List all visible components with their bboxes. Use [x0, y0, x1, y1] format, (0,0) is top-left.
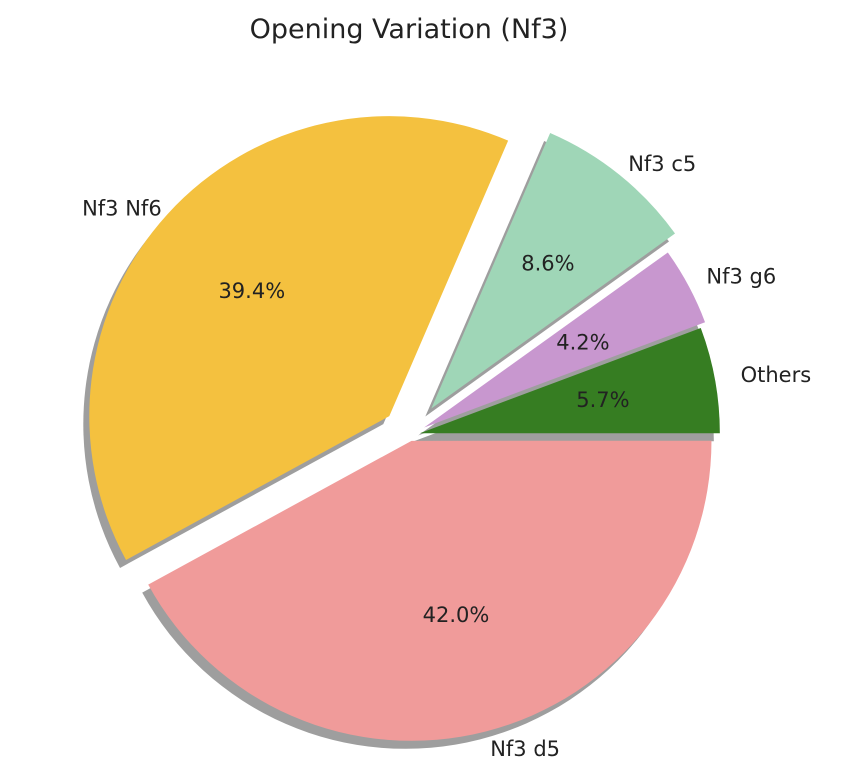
pie-slices [89, 116, 720, 741]
slice-others [419, 327, 720, 434]
slice-label-nf3-g6: Nf3 g6 [706, 265, 776, 289]
slice-nf3-d5 [148, 440, 712, 741]
slice-label-others: Others [741, 363, 812, 387]
slice-pct-nf3-nf6: 39.4% [218, 279, 285, 303]
slice-label-nf3-d5: Nf3 d5 [490, 737, 560, 761]
slice-label-nf3-c5: Nf3 c5 [628, 152, 696, 176]
slice-pct-others: 5.7% [576, 388, 629, 412]
slice-nf3-c5 [431, 133, 676, 409]
slice-pct-nf3-g6: 4.2% [556, 331, 609, 355]
slice-pct-nf3-c5: 8.6% [521, 252, 574, 276]
slice-label-nf3-nf6: Nf3 Nf6 [82, 197, 162, 221]
chart-title: Opening Variation (Nf3) [250, 14, 569, 45]
slice-nf3-nf6 [89, 116, 509, 560]
slice-labels: Others 5.7% Nf3 g6 4.2% Nf3 c5 8.6% Nf3 Nf6 39.… [82, 152, 811, 761]
slice-pct-nf3-d5: 42.0% [423, 603, 490, 627]
slice-nf3-g6 [424, 252, 706, 428]
